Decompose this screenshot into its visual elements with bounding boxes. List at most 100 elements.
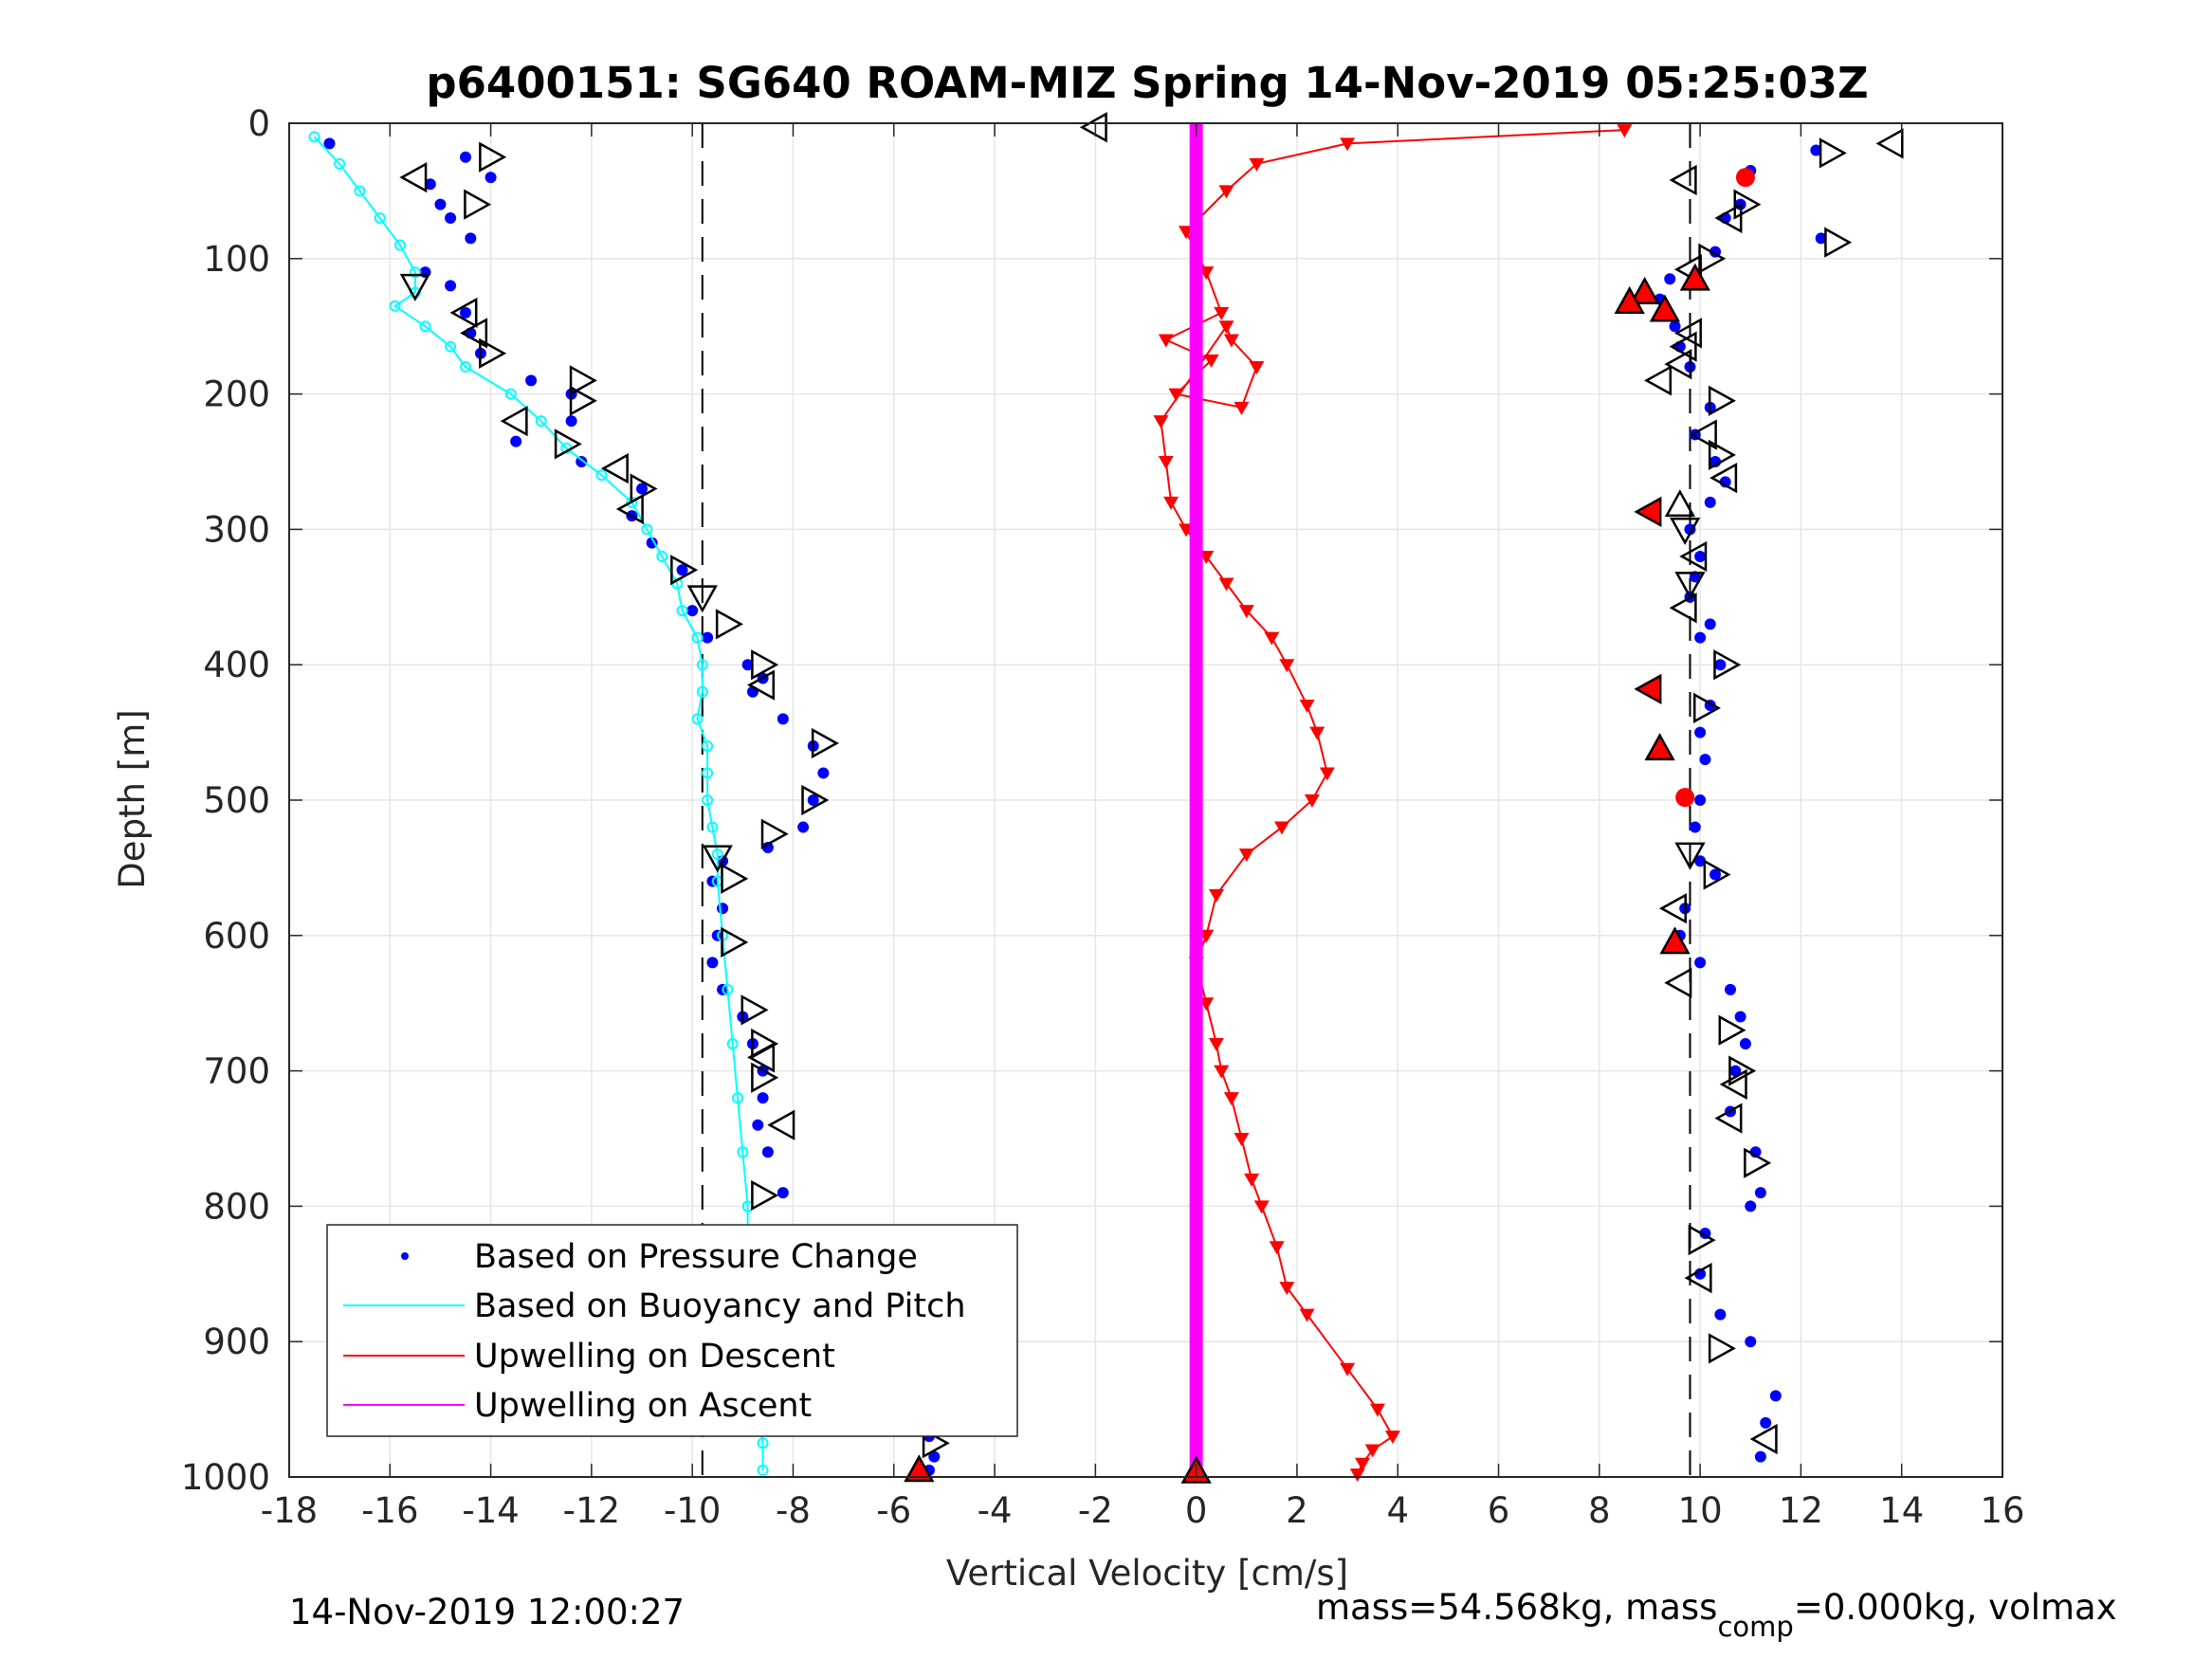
pressure-point <box>1734 1011 1746 1023</box>
pressure-point <box>1694 726 1707 738</box>
pressure-point <box>1714 1308 1727 1321</box>
legend-label-upwelling-descent: Upwelling on Descent <box>474 1338 835 1376</box>
buoyancy-point <box>641 523 653 536</box>
x-tick-label: 12 <box>1779 1490 1823 1531</box>
y-tick-label: 400 <box>203 645 270 685</box>
x-tick-label: 8 <box>1588 1490 1611 1531</box>
event-marker <box>1614 285 1645 314</box>
buoyancy-point <box>722 983 734 995</box>
pressure-point <box>706 957 719 969</box>
event-marker <box>1708 385 1736 416</box>
buoyancy-point <box>595 469 608 482</box>
event-marker <box>1664 489 1695 518</box>
x-tick-label: -4 <box>978 1490 1013 1531</box>
event-marker <box>1744 1147 1772 1178</box>
pressure-point <box>1739 1038 1751 1050</box>
upwelling-descent-point <box>1214 306 1230 320</box>
event-marker <box>460 318 488 349</box>
y-axis-label: Depth [m] <box>112 709 153 888</box>
event-marker <box>615 493 644 525</box>
upwelling-descent-point <box>1273 821 1289 835</box>
upwelling-descent-point <box>1234 401 1250 415</box>
event-marker <box>554 428 582 460</box>
event-marker <box>1728 1055 1757 1086</box>
pressure-point <box>445 211 457 224</box>
upwelling-descent-point <box>1264 631 1280 646</box>
buoyancy-point <box>308 131 320 143</box>
event-marker <box>747 669 776 701</box>
upwelling-descent-point <box>1203 354 1219 368</box>
upwelling-descent-point <box>1384 1431 1400 1445</box>
pressure-point <box>1754 1450 1766 1463</box>
upwelling-descent-point <box>1309 726 1325 740</box>
buoyancy-point <box>757 1437 769 1449</box>
event-marker <box>1684 1262 1712 1294</box>
axis-ticks: -18 -16 -14 -12 -10 -8 -6 -4 -2 0 2 4 6 8 10 12 14 16 0 100… <box>181 103 2025 1531</box>
pressure-point <box>460 306 472 319</box>
x-tick-label: 2 <box>1286 1490 1308 1531</box>
pressure-point <box>807 794 819 806</box>
x-tick-label: 10 <box>1678 1490 1723 1531</box>
footer-mass-text: mass=54.568kg, mass <box>1316 1587 1717 1628</box>
upwelling-descent-point <box>1249 157 1265 172</box>
event-marker <box>801 784 830 816</box>
x-tick-label: 4 <box>1386 1490 1409 1531</box>
buoyancy-point <box>409 266 421 279</box>
pressure-point <box>1714 659 1727 671</box>
event-marker <box>1749 1423 1778 1455</box>
pressure-point <box>525 374 538 387</box>
event-marker <box>1629 276 1660 304</box>
pressure-point <box>1760 1416 1772 1429</box>
event-marker <box>1673 318 1702 349</box>
upwelling-descent-point <box>1214 1065 1230 1079</box>
chart-title: p6400151: SG640 ROAM-MIZ Spring 14-Nov-2… <box>426 58 1868 108</box>
pressure-point <box>752 1119 764 1131</box>
buoyancy-point <box>419 320 431 333</box>
event-marker <box>1644 733 1675 761</box>
footer-mass-subscript: comp <box>1717 1611 1793 1643</box>
event-marker <box>1688 1224 1716 1256</box>
series-3 <box>1153 124 1633 1483</box>
y-tick-label: 500 <box>203 780 270 821</box>
x-tick-label: -18 <box>261 1490 318 1531</box>
pressure-point <box>1725 983 1737 995</box>
upwelling-descent-point <box>1163 496 1179 510</box>
buoyancy-point <box>389 300 401 312</box>
event-marker <box>751 1179 779 1212</box>
upwelling-descent-point <box>1269 1241 1285 1255</box>
pressure-point <box>741 659 754 671</box>
pressure-point <box>1689 821 1701 833</box>
pressure-point <box>434 198 447 210</box>
event-marker <box>1669 331 1697 362</box>
event-marker <box>686 585 718 613</box>
upwelling-descent-point <box>1299 1308 1315 1322</box>
legend-label-buoyancy: Based on Buoyancy and Pitch <box>474 1287 966 1325</box>
legend-box <box>326 1224 1018 1437</box>
event-marker <box>1674 842 1706 870</box>
pressure-point <box>928 1450 941 1463</box>
event-marker <box>449 297 478 329</box>
upwelling-descent-point <box>1369 1403 1385 1417</box>
pressure-point <box>1704 618 1716 630</box>
pressure-point <box>1709 868 1722 881</box>
event-marker <box>702 845 733 873</box>
upwelling-descent-point <box>1208 888 1224 902</box>
buoyancy-point <box>334 157 346 170</box>
buoyancy-point <box>706 821 719 833</box>
event-marker <box>1664 967 1692 998</box>
event-marker <box>1689 419 1717 450</box>
event-marker <box>715 609 743 640</box>
event-marker <box>1679 540 1708 573</box>
upwelling-descent-point <box>1279 1282 1295 1296</box>
buoyancy-point <box>702 739 714 752</box>
buoyancy-point <box>535 415 547 428</box>
upwelling-descent-point <box>1617 124 1633 138</box>
buoyancy-point <box>676 605 688 617</box>
upwelling-descent-point <box>1279 659 1295 673</box>
upwelling-descent-point <box>1153 415 1169 429</box>
upwelling-descent-point <box>1355 1457 1371 1471</box>
event-marker <box>1703 859 1731 890</box>
pressure-point <box>576 456 588 467</box>
upwelling-descent-point <box>1238 605 1254 619</box>
event-marker <box>399 161 428 193</box>
